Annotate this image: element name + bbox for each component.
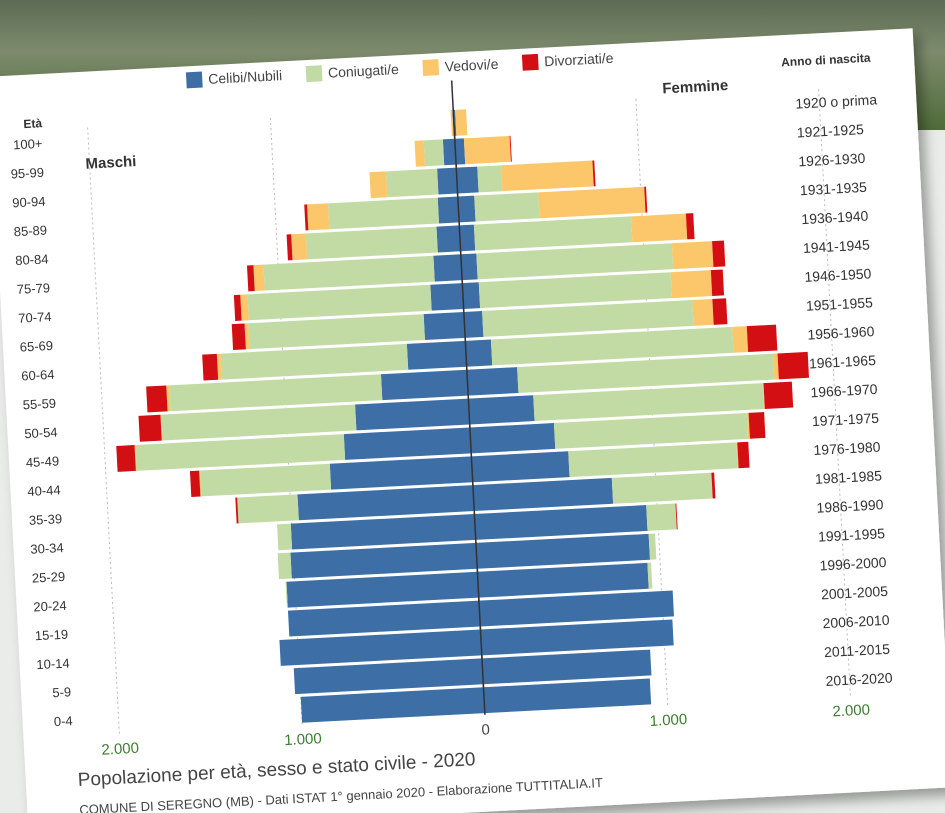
x-tick-label: 1.000 xyxy=(284,730,322,749)
age-label: 35-39 xyxy=(28,511,62,528)
legend-swatch xyxy=(522,54,539,71)
bar-female xyxy=(464,311,484,338)
bar-male xyxy=(424,139,445,166)
bar-male xyxy=(437,168,458,195)
bar-male xyxy=(146,385,167,412)
age-label: 20-24 xyxy=(33,598,67,615)
bar-male xyxy=(430,283,463,311)
bar-female xyxy=(456,167,478,194)
age-label: 65-69 xyxy=(19,338,53,355)
bar-female xyxy=(468,395,534,424)
bar-male xyxy=(253,265,264,291)
bar-female xyxy=(711,269,724,295)
bar-male xyxy=(202,354,218,381)
bar-male xyxy=(369,171,387,198)
bar-male xyxy=(436,225,460,252)
bar-female xyxy=(692,299,713,326)
bar-female xyxy=(712,298,727,325)
bar-male xyxy=(277,524,292,551)
age-label: 60-64 xyxy=(21,367,55,384)
age-label: 30-34 xyxy=(30,540,64,557)
legend-label: Vedovi/e xyxy=(444,56,499,75)
age-label: 55-59 xyxy=(22,396,56,413)
bar-male xyxy=(138,415,161,442)
bar-male xyxy=(307,203,329,230)
page: 2.0001.00001.0002.0000-42016-20205-92011… xyxy=(0,0,945,813)
bar-female xyxy=(464,136,511,164)
age-label: 40-44 xyxy=(27,482,61,499)
bar-female xyxy=(465,340,492,367)
male-label: Maschi xyxy=(85,153,137,173)
bar-male xyxy=(116,445,136,472)
age-label: 50-54 xyxy=(24,425,58,442)
bar-female xyxy=(538,187,645,218)
bar-male xyxy=(237,494,299,523)
bar-female xyxy=(671,270,713,298)
female-label: Femmine xyxy=(662,77,729,97)
x-tick-label: 2.000 xyxy=(832,701,870,720)
age-label: 75-79 xyxy=(16,280,50,297)
age-label: 95-99 xyxy=(10,165,44,182)
x-tick-label: 1.000 xyxy=(649,711,687,730)
age-label: 15-19 xyxy=(35,627,69,644)
bar-male xyxy=(443,139,456,165)
bar-female xyxy=(612,473,713,504)
age-label: 80-84 xyxy=(15,251,49,268)
bar-female xyxy=(477,165,502,192)
bar-male xyxy=(291,233,307,260)
bar-male xyxy=(424,312,466,340)
bar-male xyxy=(415,140,425,166)
age-label: 70-74 xyxy=(18,309,52,326)
bar-female xyxy=(712,240,725,266)
bar-female xyxy=(462,282,480,309)
x-tick-label: 2.000 xyxy=(101,740,139,759)
bar-female xyxy=(646,504,677,531)
age-axis-label: Età xyxy=(23,116,43,131)
chart: 2.0001.00001.0002.0000-42016-20205-92011… xyxy=(0,0,945,813)
bar-female xyxy=(455,109,467,135)
legend-swatch xyxy=(306,65,323,82)
bar-female xyxy=(686,213,695,239)
bar-female xyxy=(459,225,475,252)
bar-female xyxy=(732,326,748,353)
bar-female xyxy=(631,214,687,243)
bar-male xyxy=(234,295,242,321)
bar-female xyxy=(461,253,478,280)
age-label: 100+ xyxy=(13,136,43,153)
age-label: 90-94 xyxy=(12,194,46,211)
bar-male xyxy=(240,294,249,320)
bar-female xyxy=(471,451,569,482)
bar-female xyxy=(467,367,519,396)
bar-male xyxy=(190,471,200,497)
bar-female xyxy=(778,352,810,379)
legend-swatch xyxy=(186,72,203,89)
bar-female xyxy=(649,534,657,560)
age-label: 0-4 xyxy=(54,713,74,729)
bar-male xyxy=(278,553,292,580)
chart-body: 2.0001.00001.0002.0000-42016-20205-92011… xyxy=(0,28,945,813)
age-label: 25-29 xyxy=(32,569,66,586)
bar-male xyxy=(438,197,459,224)
bar-female xyxy=(749,412,766,439)
x-tick-label: 0 xyxy=(481,721,490,738)
bar-female xyxy=(458,196,476,223)
bar-female xyxy=(747,325,778,352)
bar-female xyxy=(501,161,594,192)
bar-male xyxy=(232,323,246,350)
age-label: 5-9 xyxy=(52,684,72,700)
bar-female xyxy=(763,382,793,409)
bar-male xyxy=(433,254,462,281)
legend-swatch xyxy=(422,59,439,76)
age-label: 10-14 xyxy=(36,655,70,672)
bar-female xyxy=(672,241,714,269)
bar-female xyxy=(470,423,555,453)
bar-male xyxy=(381,370,468,400)
age-label: 85-89 xyxy=(13,222,47,239)
age-label: 45-49 xyxy=(25,453,59,470)
bar-female xyxy=(474,192,539,221)
bar-male xyxy=(247,265,255,291)
bar-male xyxy=(407,341,467,370)
bar-female xyxy=(737,442,749,468)
bar-male xyxy=(386,169,439,198)
